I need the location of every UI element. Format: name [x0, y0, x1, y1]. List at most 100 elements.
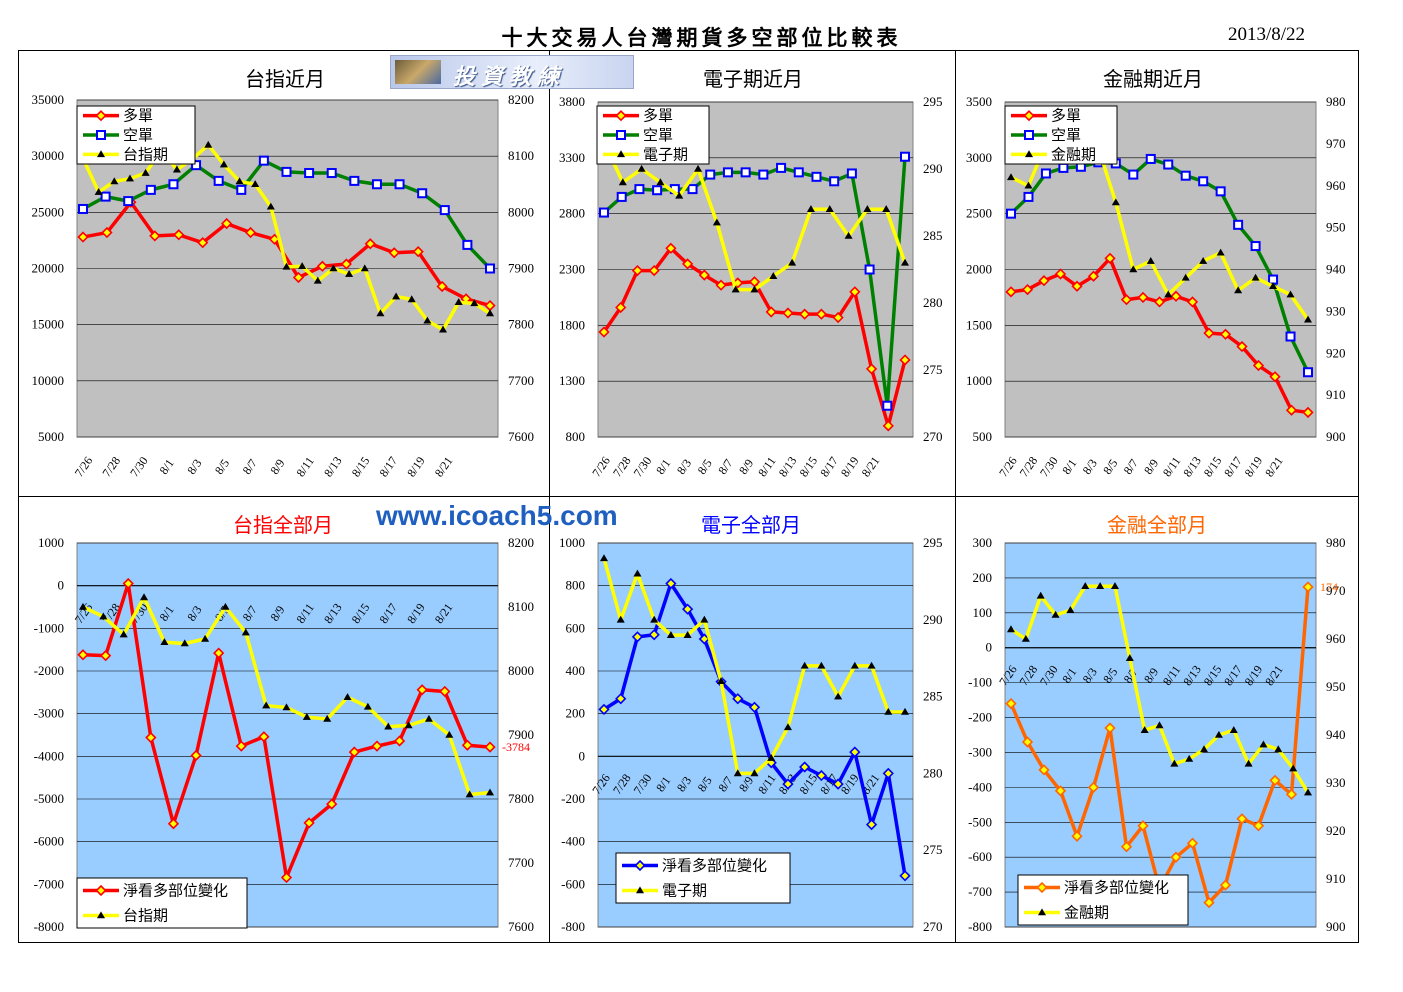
square-marker — [1024, 130, 1034, 140]
triangle-marker — [439, 325, 448, 333]
x-tick-label: 7/28 — [610, 454, 634, 480]
triangle-marker — [262, 701, 271, 709]
square-marker — [1198, 176, 1209, 187]
x-tick-label: 8/19 — [404, 454, 428, 480]
triangle-marker — [1164, 290, 1173, 298]
triangle-marker — [844, 231, 853, 239]
diamond-marker — [665, 242, 677, 254]
series-多單 — [77, 196, 496, 312]
series-多單 — [598, 242, 911, 432]
y-tick-label: 1300 — [559, 373, 585, 388]
y2-tick-label: 980 — [1326, 535, 1346, 550]
triangle-marker — [700, 615, 709, 623]
square-marker — [1285, 331, 1296, 342]
y-tick-label: 200 — [973, 570, 993, 585]
diamond-marker — [865, 818, 878, 831]
y-tick-label: 300 — [973, 535, 993, 550]
y-tick-label: -200 — [561, 791, 585, 806]
diamond-marker — [799, 308, 811, 320]
y2-tick-label: 920 — [1326, 345, 1346, 360]
y-tick-label: 200 — [566, 706, 586, 721]
triangle-marker — [1006, 625, 1016, 633]
logo-photo-icon — [395, 60, 441, 84]
triangle-marker — [783, 723, 792, 731]
diamond-marker — [439, 685, 451, 698]
legend-label: 電子期 — [643, 145, 688, 163]
triangle-marker — [204, 140, 213, 148]
triangle-marker — [694, 164, 703, 172]
diamond-marker — [732, 693, 744, 705]
diamond-marker — [782, 778, 794, 790]
triangle-marker — [599, 554, 609, 562]
triangle-marker — [141, 168, 150, 176]
x-tick-label: 7/26 — [72, 454, 96, 480]
diamond-marker — [149, 230, 161, 242]
chart-title: 金融全部月 — [1107, 513, 1207, 537]
square-marker — [705, 169, 716, 180]
x-tick-label: 8/3 — [184, 456, 204, 477]
triangle-marker — [900, 707, 910, 715]
diamond-marker — [1153, 296, 1166, 308]
triangle-marker — [1125, 654, 1134, 662]
y2-tick-label: 970 — [1326, 583, 1346, 598]
y-tick-label: -7000 — [34, 876, 64, 891]
series-金融期 — [1006, 582, 1313, 796]
diamond-marker — [648, 264, 660, 277]
series-台指期 — [78, 140, 495, 333]
y-tick-label: 15000 — [32, 317, 65, 332]
x-tick-label: 8/7 — [240, 456, 260, 477]
last-value-label: 174 — [1320, 580, 1338, 594]
diamond-marker — [1269, 774, 1281, 787]
triangle-marker — [1024, 150, 1034, 158]
diamond-marker — [715, 279, 727, 291]
square-marker — [123, 196, 134, 207]
diamond-marker — [1036, 881, 1048, 894]
square-marker — [1006, 208, 1016, 219]
square-marker — [1145, 153, 1156, 164]
diamond-marker — [849, 286, 861, 298]
square-marker — [599, 207, 609, 218]
diamond-marker — [95, 884, 107, 897]
diamond-marker — [1038, 275, 1050, 287]
y2-tick-label: 275 — [923, 842, 943, 857]
diamond-marker — [1219, 879, 1232, 891]
square-marker — [258, 155, 269, 166]
y-tick-label: -3000 — [34, 706, 64, 721]
series-line — [82, 200, 491, 308]
y2-tick-label: 940 — [1326, 727, 1346, 742]
y2-tick-label: 960 — [1326, 631, 1346, 646]
series-空單 — [599, 151, 910, 411]
y-tick-label: -800 — [561, 919, 585, 934]
triangle-marker — [96, 911, 106, 919]
square-marker — [864, 264, 875, 275]
diamond-marker — [615, 301, 627, 314]
triangle-marker — [1185, 754, 1194, 762]
y2-tick-label: 930 — [1326, 303, 1346, 318]
plot-area — [76, 542, 499, 928]
triangle-marker — [884, 707, 893, 715]
y-tick-label: 3000 — [966, 150, 992, 165]
triangle-marker — [201, 634, 210, 642]
y2-tick-label: 7800 — [508, 317, 534, 332]
square-marker — [811, 171, 822, 182]
y2-tick-label: 900 — [1326, 919, 1346, 934]
y-tick-label: -4000 — [34, 748, 64, 763]
diamond-marker — [1203, 896, 1215, 909]
diamond-marker — [461, 739, 474, 751]
y2-tick-label: 270 — [923, 919, 943, 934]
series-空單 — [78, 155, 495, 274]
diamond-marker — [303, 817, 315, 829]
y2-tick-label: 940 — [1326, 262, 1346, 277]
series-多單 — [1005, 252, 1314, 419]
diamond-marker — [1236, 813, 1248, 825]
y-tick-label: 2000 — [966, 262, 992, 277]
diamond-marker — [1005, 286, 1017, 298]
y2-tick-label: 285 — [923, 228, 943, 243]
diamond-marker — [1219, 328, 1232, 340]
x-tick-label: 8/3 — [1080, 456, 1100, 477]
y-tick-label: 20000 — [32, 261, 65, 276]
series-電子期 — [599, 554, 910, 777]
triangle-marker — [817, 661, 826, 669]
triangle-marker — [343, 693, 352, 701]
triangle-marker — [769, 272, 778, 280]
